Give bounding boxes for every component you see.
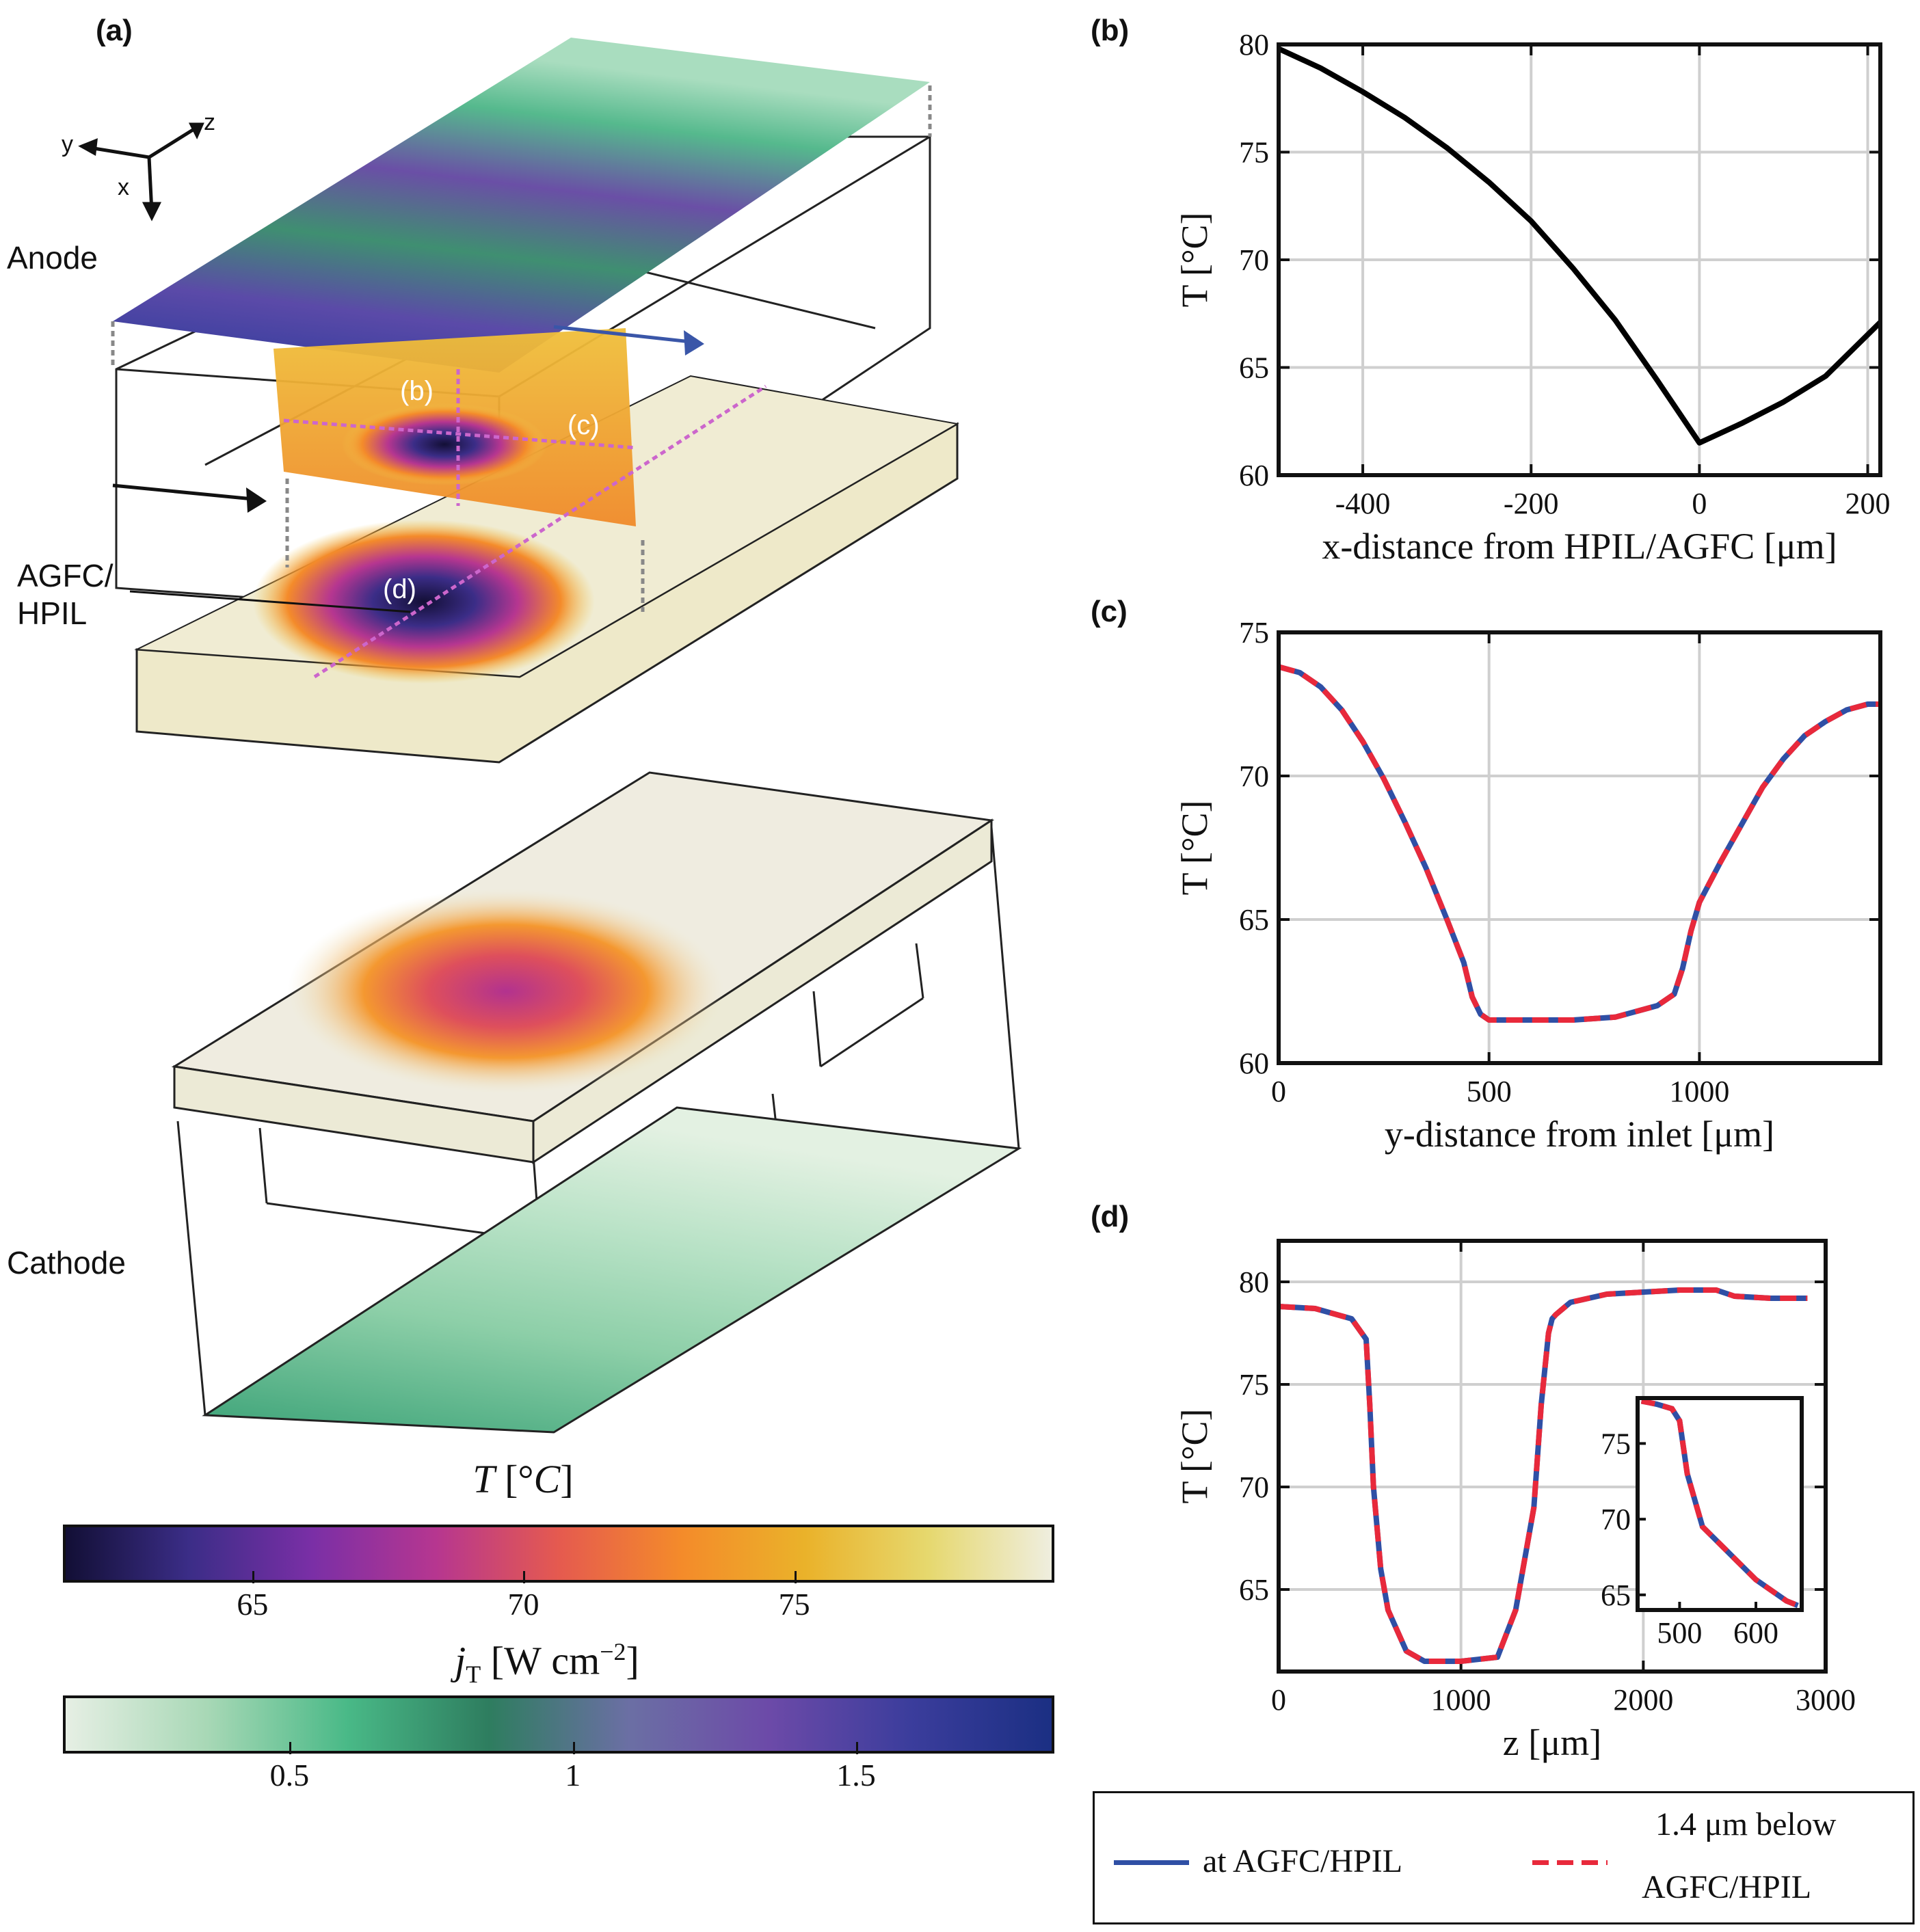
colorbar-jT-ticks: 0.5 1 1.5 (63, 1742, 1054, 1793)
x-tick-label: 200 (1845, 487, 1891, 520)
inset-x-tick-label: 500 (1657, 1616, 1702, 1650)
y-tick-label: 65 (1239, 1573, 1269, 1607)
inlet-arrow (112, 483, 254, 501)
slice-label-d: (d) (383, 574, 416, 604)
colorbar-T-title: T [°C] (472, 1457, 574, 1501)
legend-label-2b: AGFC/HPIL (1642, 1869, 1812, 1905)
y-tick-label: 75 (1239, 1368, 1269, 1401)
legend-label-2a: 1.4 μm below (1655, 1806, 1837, 1842)
y-tick-label: 65 (1239, 351, 1269, 385)
colorbar-tick-mark (252, 1571, 255, 1583)
panel-a-label: (a) (96, 14, 133, 47)
x-tick-label: 2000 (1613, 1683, 1673, 1717)
flow-arrow (553, 325, 691, 344)
colorbar-tick-label: 70 (507, 1587, 539, 1622)
chart-d: 0 1000 2000 3000 65 70 75 80 z [μm] T [°C] 500 600 6… (1174, 1239, 1856, 1763)
cathode-label: Cathode (7, 1245, 126, 1280)
colorbar-T (63, 1525, 1054, 1583)
series-line-1 (1277, 664, 1880, 1023)
inset-series-red (1640, 1398, 1799, 1609)
panel-a-schematic: y z x (62, 38, 1022, 1434)
anode-jT-plane (113, 38, 930, 373)
y-tick-label: 80 (1239, 28, 1269, 62)
legend-label-1: at AGFC/HPIL (1203, 1843, 1403, 1879)
interface-label-1: AGFC/ (17, 558, 114, 593)
y-tick-label: 60 (1239, 1047, 1269, 1080)
colorbar-tick-mark (856, 1742, 858, 1754)
y-axis-label: T [°C] (1174, 800, 1215, 895)
colorbar-T-ticks: 65 70 75 (63, 1571, 1054, 1622)
inset-y-tick-label: 65 (1601, 1579, 1631, 1612)
y-tick-label: 70 (1239, 760, 1269, 793)
panel-d-label: (d) (1091, 1200, 1130, 1233)
inset-frame (1636, 1396, 1804, 1612)
chart-b: -400 -200 0 200 60 65 70 75 80 x-distance from HP… (1174, 28, 1891, 567)
colorbar-tick-label: 0.5 (269, 1758, 310, 1793)
y-tick-label: 80 (1239, 1265, 1269, 1299)
y-tick-label: 75 (1239, 616, 1269, 649)
series-line-0 (1277, 664, 1880, 1023)
colorbar-j-title: jT [W cm−2] (455, 1638, 639, 1688)
legend-swatch-blue (1114, 1860, 1189, 1865)
colorbar-tick-mark (523, 1571, 526, 1583)
anode-hotspot (253, 520, 595, 684)
x-tick-label: 0 (1271, 1683, 1286, 1717)
interface-label-2: HPIL (17, 595, 88, 631)
x-tick-label: 1000 (1669, 1075, 1729, 1108)
chart-c: 0 500 1000 60 65 70 75 y-distance from inlet [μ… (1174, 616, 1882, 1155)
colorbar-tick-label: 1 (565, 1758, 581, 1793)
x-tick-label: 0 (1271, 1075, 1286, 1108)
plot-frame (1277, 630, 1882, 1065)
x-tick-label: 0 (1692, 487, 1707, 520)
axis-z-label: z (204, 109, 215, 135)
series-line-0 (1277, 46, 1882, 446)
legend-swatch-red (1532, 1860, 1608, 1865)
slice-label-b: (b) (400, 376, 434, 406)
y-axis-label: T [°C] (1174, 212, 1215, 307)
inset-x-tick-label: 600 (1733, 1616, 1778, 1650)
inset-y-tick-label: 75 (1601, 1427, 1631, 1460)
x-axis-label: x-distance from HPIL/AGFC [μm] (1322, 526, 1837, 567)
x-axis-label: z [μm] (1503, 1722, 1601, 1763)
colorbar-tick-label: 75 (778, 1587, 810, 1622)
axis-x-label: x (118, 174, 129, 200)
plot-frame (1277, 1239, 1828, 1674)
inset-bg (1638, 1398, 1802, 1610)
y-tick-label: 75 (1239, 136, 1269, 170)
anode-label: Anode (7, 240, 98, 276)
series-line-1 (1278, 1287, 1808, 1664)
coordinate-axes (78, 122, 204, 222)
y-tick-label: 60 (1239, 459, 1269, 492)
slice-label-c: (c) (568, 410, 600, 440)
cathode-hotspot (287, 889, 725, 1094)
legend: at AGFC/HPIL 1.4 μm below AGFC/HPIL (1093, 1791, 1915, 1924)
inset-y-tick-label: 70 (1601, 1503, 1631, 1536)
y-tick-label: 70 (1239, 1471, 1269, 1504)
cathode-jT-plane (202, 1106, 1022, 1434)
colorbar-tick-mark (572, 1742, 575, 1754)
colorbar-tick-mark (289, 1742, 292, 1754)
x-tick-label: 3000 (1796, 1683, 1856, 1717)
plot-frame (1277, 42, 1882, 477)
y-axis-label: T [°C] (1174, 1408, 1215, 1503)
y-tick-label: 70 (1239, 243, 1269, 277)
projection-lines (111, 85, 932, 612)
x-tick-label: 1000 (1431, 1683, 1491, 1717)
panel-b-label: (b) (1091, 14, 1130, 47)
colorbar-tick-label: 1.5 (836, 1758, 876, 1793)
colorbar-tick-mark (794, 1571, 797, 1583)
colorbar-tick-label: 65 (237, 1587, 269, 1622)
axis-y-label: y (62, 131, 73, 157)
panel-c-label: (c) (1091, 595, 1128, 628)
x-axis-label: y-distance from inlet [μm] (1385, 1114, 1774, 1155)
y-tick-label: 65 (1239, 903, 1269, 937)
colorbar-jT (63, 1695, 1054, 1754)
x-tick-label: -200 (1504, 487, 1559, 520)
x-tick-label: -400 (1335, 487, 1391, 520)
x-tick-label: 500 (1467, 1075, 1512, 1108)
